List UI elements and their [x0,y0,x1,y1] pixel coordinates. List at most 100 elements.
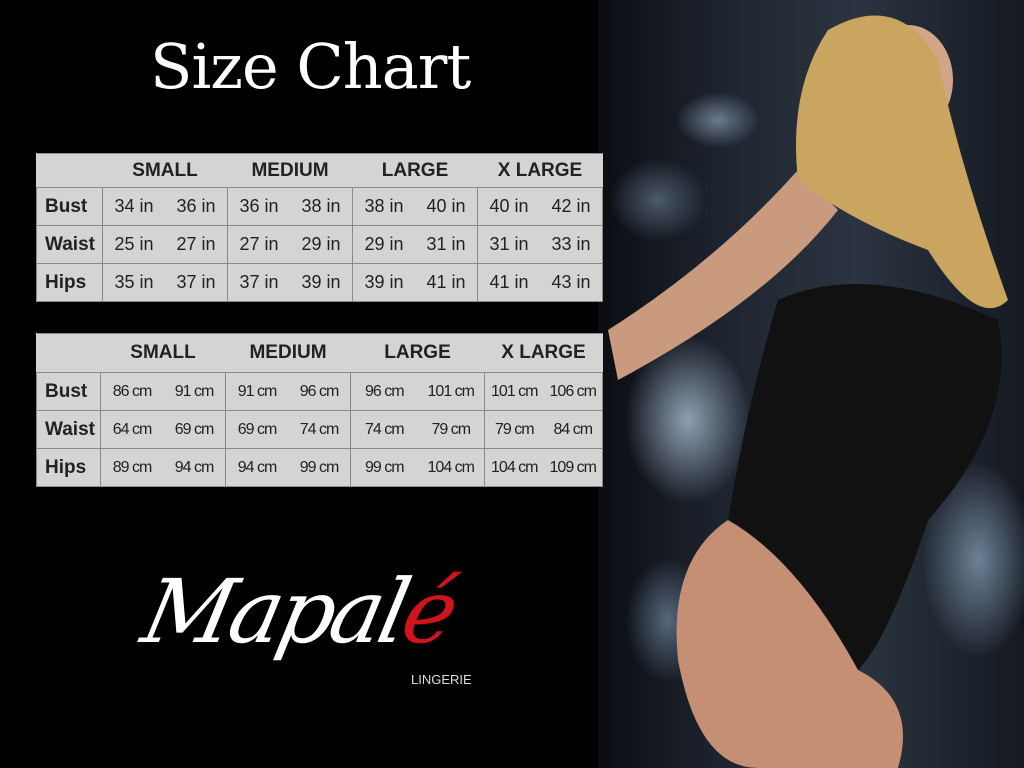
table-row: Waist 64 cm 69 cm 69 cm 74 cm 74 cm 79 cm 79 cm… [36,410,603,449]
max-value: 69 cm [174,420,215,438]
size-cell: 41 in 43 in [477,263,603,302]
header-small: SMALL [100,333,226,373]
row-label: Bust [36,187,103,226]
max-value: 101 cm [427,382,475,400]
size-cell: 34 in 36 in [102,187,228,226]
min-value: 74 cm [364,420,405,438]
size-cell: 27 in 29 in [227,225,353,264]
size-cell: 39 in 41 in [352,263,478,302]
min-value: 29 in [364,234,404,254]
size-cell: 104 cm 109 cm [484,448,603,487]
min-value: 39 in [364,272,404,292]
header-row: SMALL MEDIUM LARGE X LARGE [36,333,603,373]
table-row: Waist 25 in 27 in 27 in 29 in 29 in 31 in 31 in… [36,225,603,264]
size-cell: 79 cm 84 cm [484,410,603,449]
size-cell: 38 in 40 in [352,187,478,226]
size-cell: 89 cm 94 cm [100,448,226,487]
max-value: 31 in [426,234,466,254]
max-value: 106 cm [549,382,597,400]
header-medium: MEDIUM [225,333,351,373]
max-value: 40 in [426,196,466,216]
max-value: 94 cm [174,458,215,476]
header-xlarge: X LARGE [484,333,603,373]
table-row: Bust 34 in 36 in 36 in 38 in 38 in 40 in 40 in 4… [36,187,603,226]
max-value: 29 in [301,234,341,254]
size-cell: 25 in 27 in [102,225,228,264]
min-value: 101 cm [491,382,538,400]
min-value: 40 in [489,196,529,216]
table-row: Hips 89 cm 94 cm 94 cm 99 cm 99 cm 104 cm 104 c… [36,448,603,487]
row-label: Hips [36,263,103,302]
header-small: SMALL [102,153,228,188]
min-value: 79 cm [494,420,535,438]
max-value: 39 in [301,272,341,292]
brand-logo: Mapalé LINGERIE [134,560,495,700]
max-value: 33 in [551,234,591,254]
min-value: 99 cm [364,458,405,476]
min-value: 38 in [364,196,404,216]
size-cell: 91 cm 96 cm [225,372,351,411]
min-value: 91 cm [237,382,278,400]
min-value: 94 cm [237,458,278,476]
min-value: 64 cm [112,420,153,438]
row-label: Waist [36,410,101,449]
max-value: 37 in [176,272,216,292]
size-cell: 69 cm 74 cm [225,410,351,449]
max-value: 79 cm [431,420,471,438]
size-cell: 35 in 37 in [102,263,228,302]
size-cell: 99 cm 104 cm [350,448,485,487]
row-label: Bust [36,372,101,411]
header-empty [36,153,103,188]
header-empty [36,333,101,373]
logo-main: Mapal [134,560,416,663]
min-value: 34 in [114,196,154,216]
min-value: 41 in [489,272,529,292]
min-value: 36 in [239,196,279,216]
min-value: 104 cm [491,458,538,476]
model-photo [598,0,1024,768]
size-cell: 86 cm 91 cm [100,372,226,411]
max-value: 27 in [176,234,216,254]
max-value: 104 cm [427,458,475,476]
page-title: Size Chart [150,30,471,103]
size-cell: 64 cm 69 cm [100,410,226,449]
size-cell: 101 cm 106 cm [484,372,603,411]
size-cell: 37 in 39 in [227,263,353,302]
size-cell: 29 in 31 in [352,225,478,264]
header-row: SMALL MEDIUM LARGE X LARGE [36,153,603,188]
max-value: 36 in [176,196,216,216]
min-value: 25 in [114,234,154,254]
min-value: 86 cm [112,382,153,400]
max-value: 109 cm [549,458,597,476]
max-value: 84 cm [553,420,593,438]
size-cell: 74 cm 79 cm [350,410,485,449]
max-value: 99 cm [299,458,340,476]
row-label: Hips [36,448,101,487]
size-cell: 36 in 38 in [227,187,353,226]
min-value: 89 cm [112,458,153,476]
min-value: 96 cm [364,382,405,400]
header-medium: MEDIUM [227,153,353,188]
size-cell: 96 cm 101 cm [350,372,485,411]
max-value: 41 in [426,272,466,292]
row-label: Waist [36,225,103,264]
size-cell: 31 in 33 in [477,225,603,264]
logo-subtitle: LINGERIE [411,672,472,687]
max-value: 43 in [551,272,591,292]
size-table-inches: SMALL MEDIUM LARGE X LARGE Bust 34 in 36 i… [36,153,603,302]
header-large: LARGE [352,153,478,188]
min-value: 35 in [114,272,154,292]
size-table-centimeters: SMALL MEDIUM LARGE X LARGE Bust 86 cm 91 c… [36,333,603,487]
max-value: 74 cm [299,420,340,438]
max-value: 91 cm [174,382,215,400]
size-cell: 94 cm 99 cm [225,448,351,487]
max-value: 38 in [301,196,341,216]
model-silhouette [608,15,1008,768]
min-value: 69 cm [237,420,278,438]
size-cell: 40 in 42 in [477,187,603,226]
header-large: LARGE [350,333,485,373]
max-value: 96 cm [299,382,340,400]
min-value: 37 in [239,272,279,292]
max-value: 42 in [551,196,591,216]
header-xlarge: X LARGE [477,153,603,188]
